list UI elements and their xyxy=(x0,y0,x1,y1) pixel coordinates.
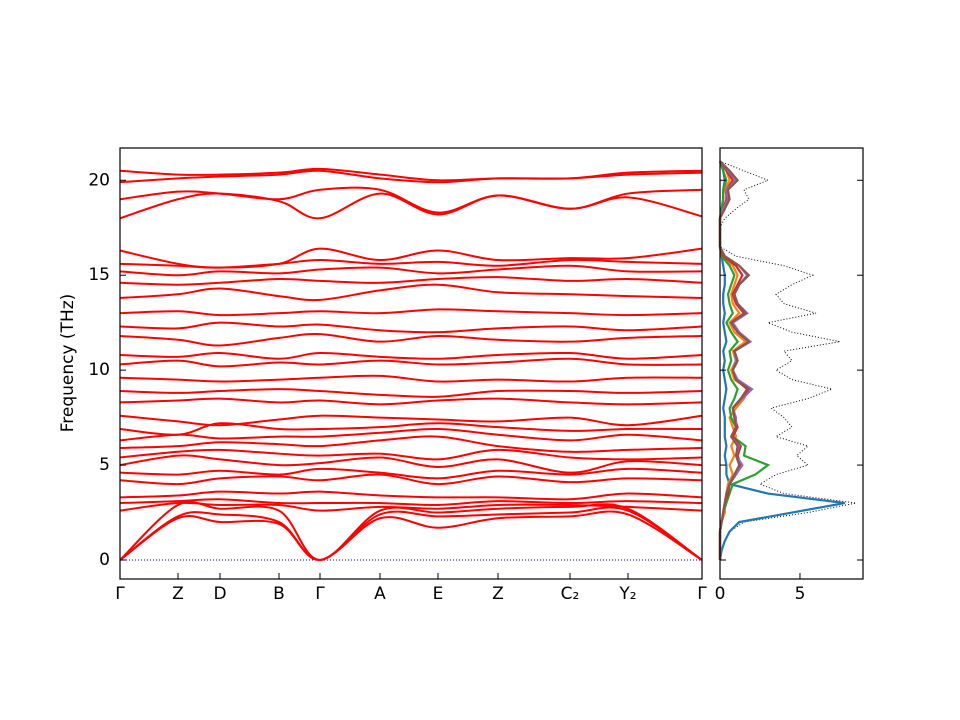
band xyxy=(119,467,703,480)
band xyxy=(119,490,703,501)
x-tick-label: Γ xyxy=(315,584,325,604)
x-tick-label: Y₂ xyxy=(618,584,636,604)
x-tick-label: Z xyxy=(492,584,504,604)
band xyxy=(119,501,703,512)
x-tick-label: Γ xyxy=(115,584,125,604)
y-tick-label: 0 xyxy=(99,550,110,570)
band xyxy=(119,308,703,317)
x-tick-label: D xyxy=(213,584,226,604)
x-tick-label: B xyxy=(273,584,285,604)
band xyxy=(119,397,703,406)
band xyxy=(119,498,703,506)
band xyxy=(119,264,703,277)
band xyxy=(119,186,703,214)
y-axis-label: Frequency (THz) xyxy=(58,294,78,433)
band xyxy=(119,510,703,562)
y-tick-label: 15 xyxy=(88,265,110,285)
band xyxy=(119,332,703,347)
x-tick-label: 0 xyxy=(715,584,726,604)
band xyxy=(119,448,703,461)
band xyxy=(119,506,703,562)
plot-frame xyxy=(119,147,703,580)
x-tick-label: A xyxy=(374,584,386,604)
band xyxy=(119,388,703,398)
band xyxy=(119,283,703,302)
band xyxy=(119,357,703,368)
y-tick-label: 5 xyxy=(99,455,110,475)
band xyxy=(119,473,703,486)
band xyxy=(119,414,703,427)
x-tick-label: C₂ xyxy=(561,584,580,604)
y-tick-label: 20 xyxy=(88,170,110,190)
x-tick-label: Γ xyxy=(697,584,707,604)
band xyxy=(119,247,703,269)
band xyxy=(119,169,703,184)
x-tick-label: Z xyxy=(172,584,184,604)
dos-line xyxy=(719,160,857,561)
y-tick-label: 10 xyxy=(88,360,110,380)
band xyxy=(119,500,703,562)
band xyxy=(119,435,703,453)
band xyxy=(119,374,703,383)
band xyxy=(119,167,703,182)
dos-line xyxy=(718,160,771,561)
x-tick-label: 5 xyxy=(795,584,806,604)
band xyxy=(119,276,703,286)
band xyxy=(119,454,703,474)
band xyxy=(119,428,703,442)
band xyxy=(119,351,703,360)
band xyxy=(119,321,703,334)
plot-frame xyxy=(719,147,864,580)
x-tick-label: E xyxy=(433,584,444,604)
